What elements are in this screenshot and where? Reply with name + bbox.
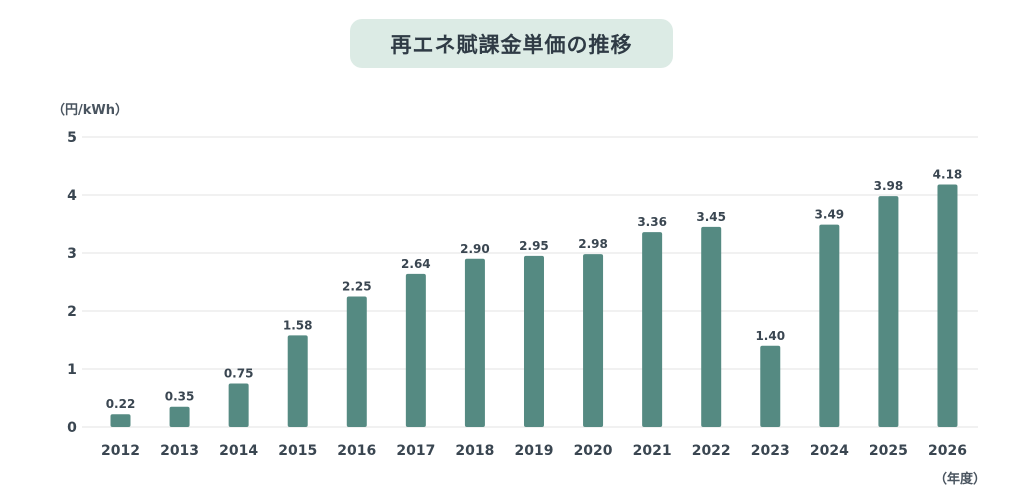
bar xyxy=(405,273,426,427)
bar xyxy=(642,232,663,427)
y-tick-label: 2 xyxy=(67,304,77,320)
data-label: 2.64 xyxy=(401,257,431,271)
data-label: 3.36 xyxy=(637,215,667,229)
bar xyxy=(583,254,604,427)
y-tick-label: 3 xyxy=(67,246,77,262)
data-label: 1.40 xyxy=(755,329,785,343)
x-tick-label: 2024 xyxy=(810,443,849,459)
x-tick-label: 2012 xyxy=(101,443,140,459)
bar xyxy=(287,335,308,427)
data-label: 0.75 xyxy=(224,367,254,381)
x-tick-label: 2021 xyxy=(633,443,672,459)
data-label: 2.25 xyxy=(342,280,372,294)
x-tick-label: 2015 xyxy=(278,443,317,459)
x-tick-label: 2018 xyxy=(455,443,494,459)
x-axis-unit-label: （年度） xyxy=(934,472,987,487)
x-tick-label: 2019 xyxy=(515,443,554,459)
bar xyxy=(346,296,367,427)
data-label: 1.58 xyxy=(283,318,313,332)
data-label: 2.98 xyxy=(578,237,608,251)
data-label: 0.35 xyxy=(165,390,195,404)
chart-title-box: 再エネ賦課金単価の推移 xyxy=(350,19,673,68)
bar xyxy=(760,345,781,427)
x-tick-label: 2013 xyxy=(160,443,199,459)
bar xyxy=(169,406,190,427)
y-tick-label: 1 xyxy=(67,362,77,378)
bar xyxy=(228,383,249,427)
x-tick-label: 2016 xyxy=(337,443,376,459)
x-tick-label: 2025 xyxy=(869,443,908,459)
bar xyxy=(878,196,899,427)
bar xyxy=(819,224,840,427)
x-tick-label: 2022 xyxy=(692,443,731,459)
data-label: 2.95 xyxy=(519,239,549,253)
bar xyxy=(464,258,485,427)
data-label: 0.22 xyxy=(106,397,136,411)
y-axis-unit-label: （円/kWh） xyxy=(52,103,128,118)
bar xyxy=(523,255,544,427)
data-label: 3.98 xyxy=(874,179,904,193)
x-tick-label: 2026 xyxy=(928,443,967,459)
x-tick-label: 2014 xyxy=(219,443,258,459)
data-label: 3.45 xyxy=(696,210,726,224)
bar xyxy=(110,414,131,427)
bar xyxy=(701,226,722,427)
x-tick-label: 2017 xyxy=(396,443,435,459)
y-tick-label: 5 xyxy=(67,130,77,146)
data-label: 4.18 xyxy=(933,168,963,182)
bar xyxy=(937,184,958,427)
y-tick-label: 0 xyxy=(67,420,77,436)
x-tick-label: 2023 xyxy=(751,443,790,459)
data-label: 3.49 xyxy=(815,208,845,222)
y-tick-label: 4 xyxy=(67,188,77,204)
x-tick-label: 2020 xyxy=(574,443,613,459)
data-label: 2.90 xyxy=(460,242,490,256)
chart-title: 再エネ賦課金単価の推移 xyxy=(390,32,633,57)
